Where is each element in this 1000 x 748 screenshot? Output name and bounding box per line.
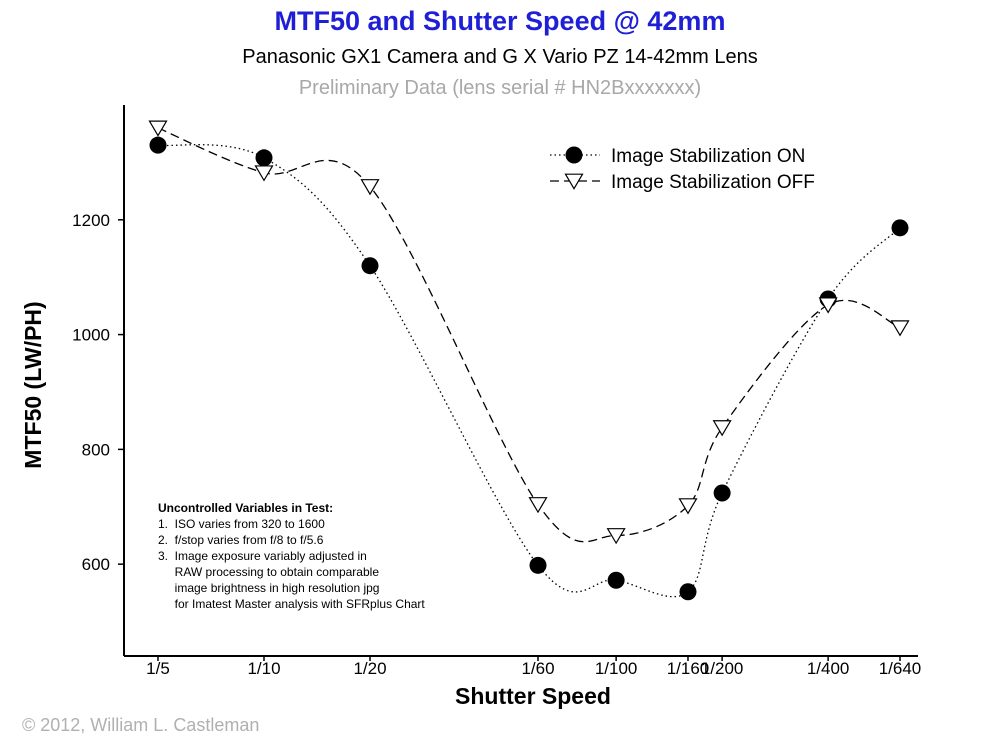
series-markers <box>148 120 910 601</box>
legend-label: Image Stabilization ON <box>611 146 805 167</box>
notes-line: 1. ISO varies from 320 to 1600 <box>158 517 325 531</box>
data-point-is-on <box>361 257 379 275</box>
series-lines <box>157 127 901 598</box>
data-point-is-on <box>529 556 547 574</box>
data-point-is-off <box>254 165 274 182</box>
x-tick-label: 1/60 <box>521 659 554 678</box>
y-tick-label: 600 <box>82 555 110 574</box>
data-point-is-off <box>528 497 548 514</box>
series-line-is-on <box>157 144 901 598</box>
x-tick-label: 1/640 <box>879 659 922 678</box>
data-point-is-off <box>890 320 910 337</box>
data-point-is-off <box>148 120 168 137</box>
data-point-is-off <box>360 179 380 196</box>
notes-line: for Imatest Master analysis with SFRplus… <box>158 597 425 611</box>
copyright-text: © 2012, William L. Castleman <box>22 715 260 735</box>
notes-line: image brightness in high resolution jpg <box>158 581 379 595</box>
y-tick-label: 800 <box>82 440 110 459</box>
chart-subtitle: Panasonic GX1 Camera and G X Vario PZ 14… <box>242 46 758 68</box>
x-axis-label: Shutter Speed <box>455 683 611 709</box>
x-tick-label: 1/100 <box>595 659 638 678</box>
y-tick-label: 1200 <box>72 211 110 230</box>
notes-heading: Uncontrolled Variables in Test: <box>158 501 333 515</box>
y-axis-ticks: 600 800 1000 1200 <box>72 211 124 574</box>
x-tick-label: 1/160 <box>667 659 710 678</box>
data-point-is-on <box>255 149 273 167</box>
notes-box: Uncontrolled Variables in Test: 1. ISO v… <box>158 501 425 611</box>
legend: Image Stabilization ON Image Stabilizatio… <box>550 146 815 193</box>
data-point-is-off <box>678 498 698 515</box>
data-point-is-on <box>679 583 697 601</box>
x-tick-label: 1/10 <box>247 659 280 678</box>
series-line-is-off <box>157 127 901 543</box>
notes-line: 2. f/stop varies from f/8 to f/5.6 <box>158 533 324 547</box>
y-axis-label: MTF50 (LW/PH) <box>20 301 46 468</box>
data-point-is-on <box>607 571 625 589</box>
chart-title: MTF50 and Shutter Speed @ 42mm <box>274 6 726 36</box>
data-point-is-on <box>891 219 909 237</box>
data-point-is-on <box>149 136 167 154</box>
data-point-is-off <box>818 297 838 314</box>
legend-label: Image Stabilization OFF <box>611 172 815 193</box>
data-point-is-off <box>606 528 626 545</box>
x-tick-label: 1/400 <box>807 659 850 678</box>
y-tick-label: 1000 <box>72 326 110 345</box>
legend-marker-circle <box>565 146 583 164</box>
x-tick-label: 1/5 <box>146 659 170 678</box>
data-point-is-off <box>712 420 732 437</box>
x-tick-label: 1/20 <box>353 659 386 678</box>
x-tick-label: 1/200 <box>701 659 744 678</box>
notes-line: RAW processing to obtain comparable <box>158 565 379 579</box>
chart-subtitle-secondary: Preliminary Data (lens serial # HN2Bxxxx… <box>298 77 702 99</box>
notes-line: 3. Image exposure variably adjusted in <box>158 549 367 563</box>
legend-marker-triangle <box>564 173 584 190</box>
data-point-is-on <box>713 484 731 502</box>
